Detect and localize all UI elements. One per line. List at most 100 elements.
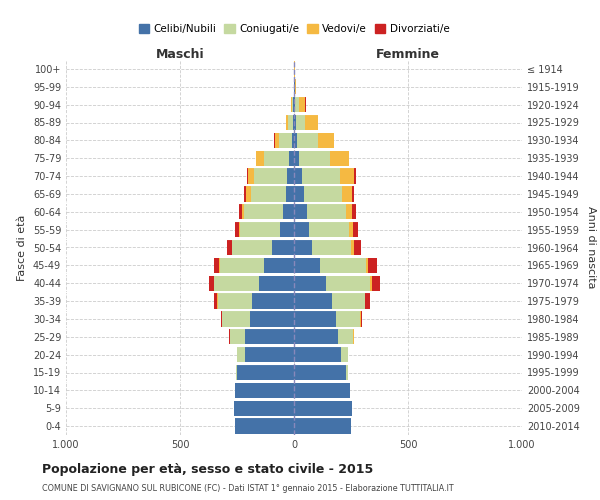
Bar	[294, 258, 377, 273]
Bar	[235, 383, 294, 398]
Bar	[252, 294, 294, 308]
Bar	[280, 222, 294, 237]
Bar	[235, 418, 294, 434]
Bar	[294, 79, 296, 94]
Bar	[294, 294, 365, 308]
Bar	[294, 258, 366, 273]
Bar	[293, 97, 294, 112]
Bar	[294, 133, 334, 148]
Bar	[286, 115, 294, 130]
Bar	[294, 97, 305, 112]
Bar	[294, 79, 295, 94]
Legend: Celibi/Nubili, Coniugati/e, Vedovi/e, Divorziati/e: Celibi/Nubili, Coniugati/e, Vedovi/e, Di…	[134, 20, 454, 38]
Bar	[294, 222, 309, 237]
Bar	[237, 347, 294, 362]
Bar	[246, 186, 294, 202]
Bar	[272, 240, 294, 255]
Bar	[294, 400, 352, 416]
Bar	[294, 62, 295, 76]
Bar	[294, 115, 305, 130]
Bar	[294, 418, 351, 434]
Bar	[294, 418, 351, 434]
Bar	[291, 97, 294, 112]
Bar	[227, 240, 294, 255]
Bar	[229, 329, 294, 344]
Bar	[235, 222, 294, 237]
Bar	[294, 294, 370, 308]
Bar	[292, 97, 294, 112]
Bar	[294, 222, 353, 237]
Bar	[236, 365, 294, 380]
Bar	[294, 240, 312, 255]
Bar	[237, 347, 294, 362]
Y-axis label: Fasce di età: Fasce di età	[17, 214, 27, 280]
Bar	[236, 365, 294, 380]
Bar	[230, 329, 294, 344]
Bar	[293, 115, 294, 130]
Bar	[237, 365, 294, 380]
Bar	[294, 168, 356, 184]
Bar	[233, 400, 294, 416]
Bar	[291, 97, 294, 112]
Bar	[289, 150, 294, 166]
Bar	[294, 204, 352, 220]
Bar	[294, 312, 336, 326]
Bar	[294, 115, 318, 130]
Bar	[235, 418, 294, 434]
Bar	[294, 240, 361, 255]
Bar	[251, 186, 294, 202]
Bar	[235, 383, 294, 398]
Bar	[294, 383, 350, 398]
Bar	[294, 97, 299, 112]
Bar	[233, 400, 294, 416]
Bar	[214, 294, 294, 308]
Bar	[294, 276, 371, 291]
Bar	[294, 97, 305, 112]
Bar	[250, 312, 294, 326]
Bar	[294, 347, 347, 362]
Bar	[294, 347, 348, 362]
Text: Popolazione per età, sesso e stato civile - 2015: Popolazione per età, sesso e stato civil…	[42, 462, 373, 475]
Bar	[294, 400, 352, 416]
Bar	[222, 312, 294, 326]
Bar	[245, 347, 294, 362]
Bar	[294, 383, 350, 398]
Bar	[294, 418, 351, 434]
Bar	[294, 240, 354, 255]
Bar	[294, 133, 318, 148]
Bar	[294, 365, 347, 380]
Bar	[287, 168, 294, 184]
Bar	[239, 222, 294, 237]
Bar	[294, 347, 347, 362]
Bar	[237, 347, 294, 362]
Bar	[294, 400, 352, 416]
Bar	[214, 258, 294, 273]
Bar	[222, 312, 294, 326]
Bar	[256, 150, 294, 166]
Bar	[294, 400, 352, 416]
Bar	[294, 258, 320, 273]
Bar	[294, 329, 353, 344]
Bar	[294, 97, 295, 112]
Bar	[294, 186, 352, 202]
Bar	[294, 418, 351, 434]
Bar	[294, 276, 370, 291]
Bar	[294, 383, 350, 398]
Bar	[294, 312, 361, 326]
Bar	[242, 204, 294, 220]
Bar	[294, 204, 356, 220]
Bar	[218, 294, 294, 308]
Bar	[292, 133, 294, 148]
Bar	[294, 365, 347, 380]
Bar	[254, 168, 294, 184]
Bar	[236, 365, 294, 380]
Bar	[239, 204, 294, 220]
Text: Femmine: Femmine	[376, 48, 440, 61]
Bar	[294, 276, 380, 291]
Bar	[209, 276, 294, 291]
Bar	[294, 150, 349, 166]
Bar	[233, 400, 294, 416]
Bar	[283, 204, 294, 220]
Bar	[259, 276, 294, 291]
Bar	[294, 204, 346, 220]
